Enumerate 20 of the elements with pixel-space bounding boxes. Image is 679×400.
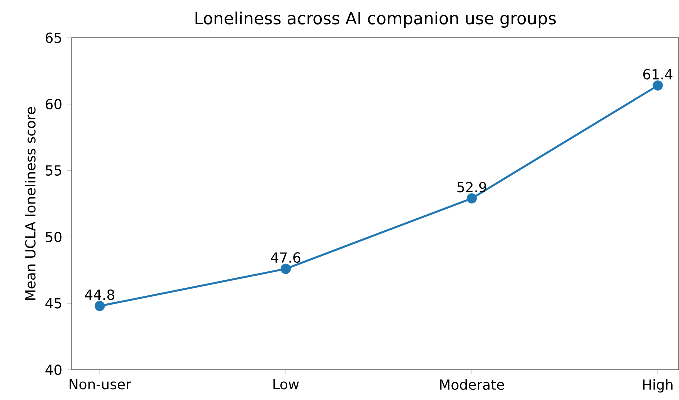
data-label: 61.4 <box>644 69 673 80</box>
x-tick-label: Moderate <box>440 379 504 390</box>
data-label: 47.6 <box>271 252 301 264</box>
x-tick-label: Non-user <box>70 379 132 390</box>
y-tick-label: 45 <box>46 298 62 309</box>
y-tick-label: 55 <box>46 166 62 176</box>
x-tick-label: Low <box>274 379 300 390</box>
point <box>94 301 106 312</box>
y-tick-label: 60 <box>46 99 62 110</box>
y-tick-label: 65 <box>46 32 62 44</box>
chart-title: Loneliness across AI companion use groups <box>196 12 556 28</box>
y-tick-label: 40 <box>46 364 62 376</box>
point <box>652 80 664 91</box>
point <box>466 194 478 204</box>
data-label: 52.9 <box>458 182 486 193</box>
y-axis-title: Mean UCLA loneliness score <box>25 107 36 300</box>
data-label: 44.8 <box>85 290 114 300</box>
point <box>280 264 292 274</box>
x-tick-label: High <box>643 379 673 393</box>
y-tick-label: 50 <box>46 232 62 242</box>
